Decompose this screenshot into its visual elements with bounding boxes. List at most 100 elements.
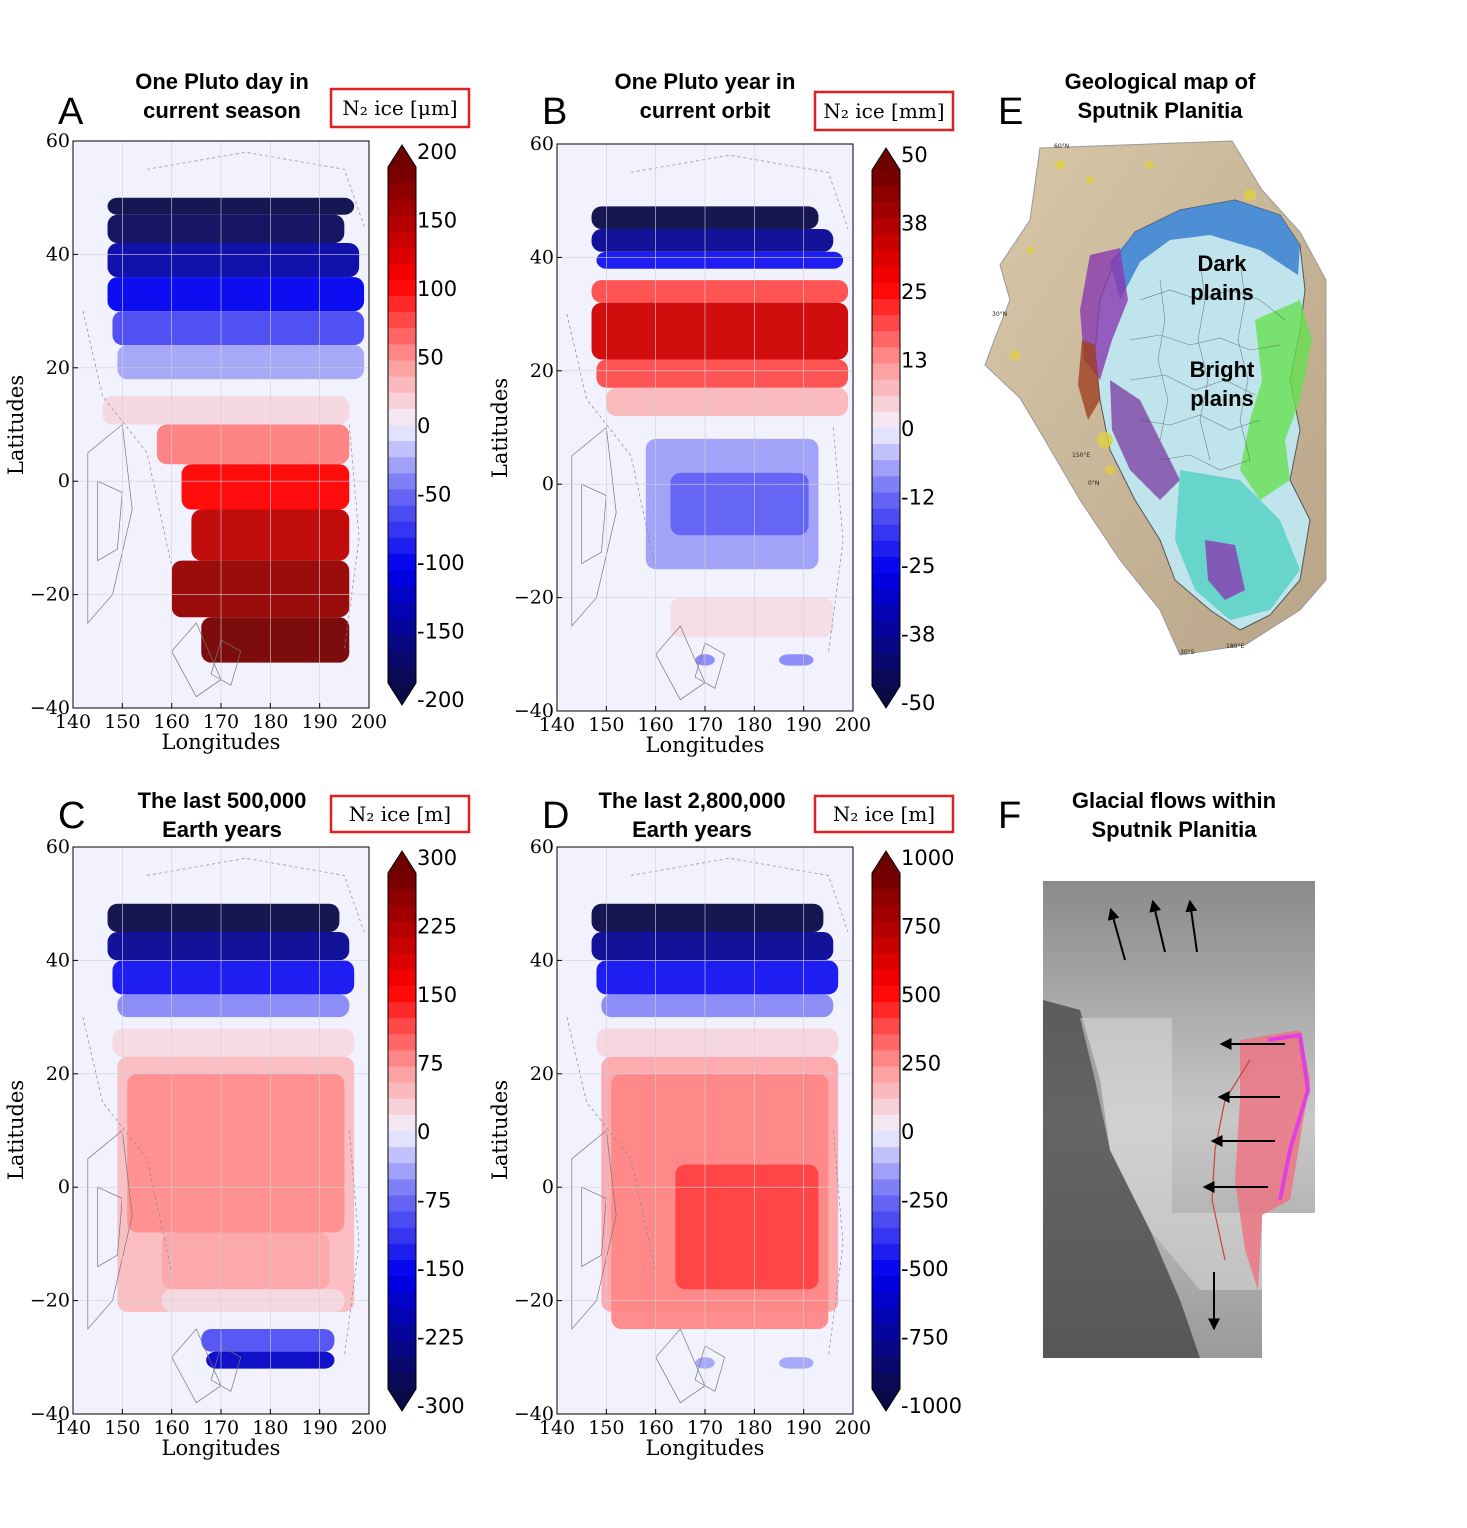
panel-b-title-line1: One Pluto year in (615, 69, 796, 94)
colorbar-band (388, 985, 416, 1003)
geological-map-image: 60°N 30°N 150°E 0°N 30°S 180°E (984, 140, 1327, 656)
colorbar-tick-label: 225 (417, 915, 457, 939)
colorbar-band (872, 921, 900, 938)
colorbar-band (388, 1002, 416, 1019)
colorbar-band (388, 425, 416, 442)
field-cell-10 (171, 560, 350, 618)
panel-letter-c: C (58, 795, 85, 837)
colorbar-band (872, 170, 900, 187)
x-tick-label: 140 (539, 714, 575, 736)
panel-d-unit-label: N₂ ice [m] (833, 802, 935, 826)
colorbar-band (388, 1324, 416, 1342)
topography-contours-dashed (566, 857, 849, 1358)
colorbar-band (388, 905, 416, 922)
panel-b-title-line2: current orbit (640, 98, 771, 123)
colorbar-band (872, 1356, 900, 1374)
colorbar-tick-label: 1000 (901, 846, 954, 870)
colorbar-band (872, 444, 900, 461)
colorbar-band (872, 1372, 900, 1390)
colorbar-tick-label: -300 (417, 1394, 465, 1418)
dashed-contour-0 (146, 151, 365, 227)
colorbar-tick-label: 250 (901, 1052, 941, 1076)
x-tick-label: 190 (786, 1417, 822, 1439)
x-axis-label: Longitudes (646, 1436, 765, 1460)
y-tick-label: 60 (46, 130, 70, 152)
field-cell-2 (596, 251, 844, 269)
colorbar-outline (387, 144, 417, 706)
panel-f-title-line2: Sputnik Planitia (1091, 817, 1257, 842)
colorbar-band (388, 360, 416, 378)
colorbar-tick-label: -12 (901, 486, 935, 510)
panel-c-title-line2: Earth years (162, 817, 282, 842)
panel-c-colorbar: 300 225 150 75 0 -75 -150 -225 -300 (387, 846, 465, 1418)
colorbar-band (872, 1131, 900, 1148)
contour-3 (210, 639, 242, 686)
colorbar-band (388, 1066, 416, 1084)
y-tick-label: 60 (46, 836, 70, 858)
colorbar-band (388, 1082, 416, 1100)
colorbar-band (872, 1260, 900, 1277)
panel-c-plot: 140 150 160 170 180 190 2006040200−20−40Longit… (4, 836, 387, 1460)
map-label-30s: 30°S (1180, 649, 1195, 656)
panel-b-plot: 140 150 160 170 180 190 2006040200−20−40Longit… (488, 133, 871, 757)
y-tick-label: −20 (30, 1290, 70, 1312)
topography-contours-dashed (566, 154, 849, 655)
colorbar-band (388, 199, 416, 216)
colorbar-band (872, 1114, 900, 1132)
panel-b-unit-label: N₂ ice [mm] (823, 99, 944, 123)
x-tick-label: 200 (351, 711, 387, 733)
panel-d-colorbar: 1000 750 500 250 0 -250 -500 -750 -1000 (871, 846, 962, 1418)
colorbar-tick-label: 300 (417, 846, 457, 870)
dashed-contour-2 (343, 424, 360, 652)
colorbar-tick-label: 38 (901, 212, 928, 236)
colorbar-band (872, 1163, 900, 1180)
contour-3 (694, 1345, 726, 1392)
colorbar-band (388, 586, 416, 603)
colorbar-band (872, 1050, 900, 1067)
y-axis-label: Latitudes (488, 378, 512, 478)
colorbar-band (388, 1098, 416, 1116)
colorbar-band (872, 1066, 900, 1084)
y-tick-label: 40 (46, 243, 70, 265)
y-tick-label: −40 (514, 1403, 554, 1425)
field-cell-1 (591, 229, 834, 252)
colorbar-band (388, 1018, 416, 1035)
x-axis-label: Longitudes (162, 730, 281, 754)
field-layer (591, 903, 839, 1369)
field-cell-4 (112, 311, 365, 346)
x-axis-label: Longitudes (162, 1436, 281, 1460)
field-cell-7 (675, 1164, 819, 1290)
panel-f: F Glacial flows within Sputnik Planitia (998, 788, 1315, 1358)
x-tick-label: 140 (55, 711, 91, 733)
colorbar-tick-label: -50 (417, 483, 451, 507)
colorbar-band (872, 985, 900, 1003)
colorbar-band (388, 247, 416, 265)
dashed-contour-0 (146, 857, 365, 933)
colorbar-tick-label: 50 (901, 143, 928, 167)
colorbar-band (872, 218, 900, 235)
dashed-contour-1 (82, 1017, 173, 1273)
colorbar-tick-label: -1000 (901, 1394, 962, 1418)
colorbar-outline (387, 850, 417, 1412)
colorbar-band (872, 1292, 900, 1309)
x-tick-label: 170 (687, 1417, 723, 1439)
colorbar-tick-label: 0 (417, 1120, 430, 1144)
y-tick-label: 60 (530, 836, 554, 858)
contour-1 (97, 480, 123, 562)
map-label-bright-plains: plains (1190, 386, 1254, 411)
colorbar-band (872, 669, 900, 687)
colorbar-band (388, 1227, 416, 1245)
colorbar-tick-label: -225 (417, 1326, 465, 1350)
colorbar-outline (871, 850, 901, 1412)
x-tick-label: 180 (736, 1417, 772, 1439)
dashed-contour-0 (630, 154, 849, 230)
field-cell-8 (181, 464, 350, 510)
panel-a-plot: 140 150 160 170 180 190 2006040200−20−40Longit… (4, 130, 387, 754)
x-tick-label: 190 (786, 714, 822, 736)
y-tick-label: 0 (542, 1176, 554, 1198)
panel-letter-a: A (58, 91, 84, 133)
colorbar-band (388, 1050, 416, 1067)
colorbar-band (388, 1356, 416, 1374)
colorbar-band (388, 279, 416, 297)
map-label-bright: Bright (1190, 357, 1255, 382)
